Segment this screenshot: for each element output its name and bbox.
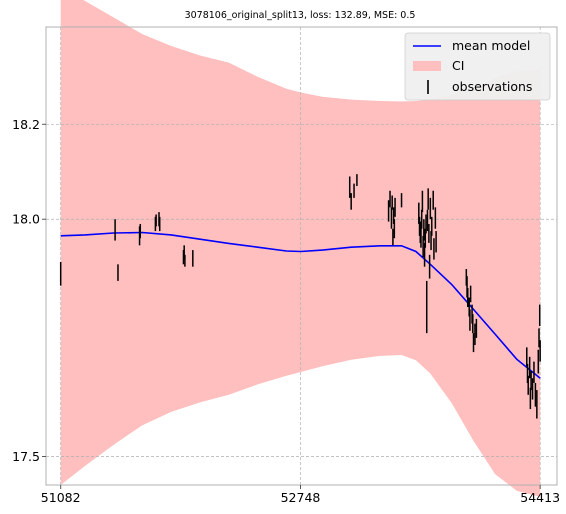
grid-layer — [46, 27, 557, 485]
chart-title: 3078106_original_split13, loss: 132.89, … — [185, 10, 416, 21]
y-tick-label: 18.2 — [12, 117, 40, 132]
legend: mean model CI observations — [404, 32, 551, 101]
observations-layer — [59, 174, 541, 419]
legend-ci-swatch — [413, 61, 441, 71]
mean-line-layer — [60, 231, 541, 379]
mean-model-line — [60, 231, 541, 379]
legend-ci-label: CI — [452, 58, 464, 73]
legend-obs-label: observations — [452, 79, 532, 94]
axes-frame — [45, 26, 558, 486]
tick-layer: 51082 52748 54413 17.5 18.0 18.2 — [12, 117, 560, 505]
x-tick-label: 51082 — [41, 490, 81, 505]
legend-mean-label: mean model — [452, 38, 530, 53]
x-tick-label: 52748 — [281, 490, 321, 505]
x-tick-label: 54413 — [520, 490, 560, 505]
y-tick-label: 18.0 — [12, 212, 40, 227]
y-tick-label: 17.5 — [12, 449, 40, 464]
legend-box — [404, 32, 551, 101]
